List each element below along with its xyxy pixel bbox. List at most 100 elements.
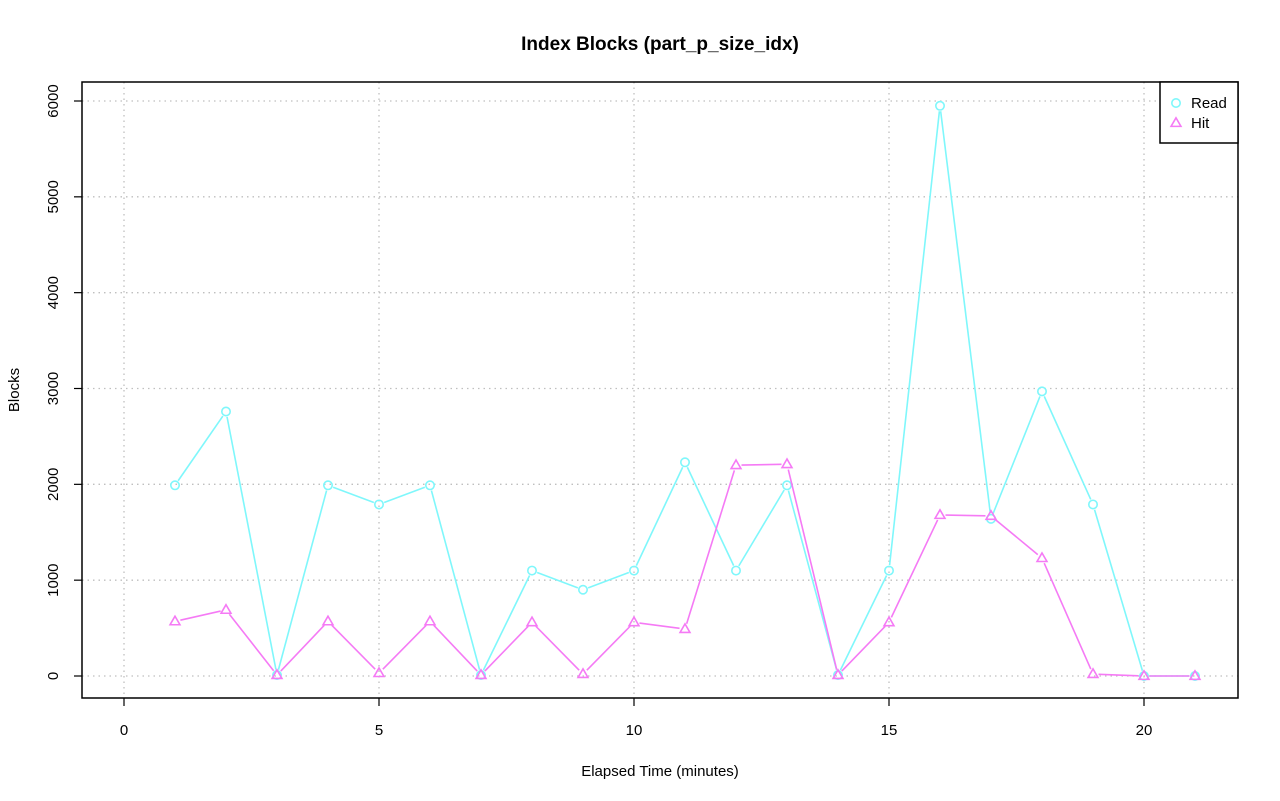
y-tick-label: 2000 <box>45 468 62 501</box>
data-point-hit <box>525 615 539 627</box>
data-point-hit <box>882 615 896 627</box>
series-hit-segment <box>433 624 478 672</box>
data-point-hit <box>321 614 335 626</box>
data-point-hit <box>1035 551 1049 563</box>
legend-marker-read <box>1171 98 1182 109</box>
series-hit-segment <box>994 518 1039 556</box>
series-hit-segment <box>890 519 939 618</box>
data-point-hit <box>729 458 743 470</box>
x-tick-label: 0 <box>120 722 128 739</box>
data-point-hit <box>1137 669 1151 681</box>
data-point-hit <box>270 668 284 680</box>
series-read-segment <box>1093 509 1144 671</box>
series-hit-segment <box>1043 562 1092 670</box>
series-hit-segment <box>280 624 325 672</box>
series-read-segment <box>226 416 277 670</box>
series-read-segment <box>787 490 838 670</box>
series-read-segment <box>177 415 224 482</box>
x-axis-label: Elapsed Time (minutes) <box>581 763 739 780</box>
y-tick-label: 5000 <box>45 180 62 213</box>
y-tick-label: 6000 <box>45 84 62 117</box>
series-hit-segment <box>841 625 886 672</box>
series-read-segment <box>1043 396 1092 500</box>
y-tick-label: 0 <box>45 672 62 680</box>
series-hit-segment <box>228 613 275 672</box>
data-point-read <box>526 565 537 576</box>
legend-marker-hit <box>1169 116 1183 128</box>
y-tick-label: 3000 <box>45 372 62 405</box>
x-tick-label: 10 <box>626 722 643 739</box>
data-point-hit <box>627 615 641 627</box>
data-point-read <box>730 565 741 576</box>
x-tick-label: 15 <box>881 722 898 739</box>
series-hit-segment <box>484 625 529 672</box>
data-point-read <box>883 565 894 576</box>
data-point-hit <box>474 668 488 680</box>
series-hit-segment <box>741 463 782 466</box>
data-point-hit <box>984 509 998 521</box>
legend-label-read: Read <box>1191 95 1227 112</box>
data-point-read <box>170 480 181 491</box>
series-read-segment <box>939 111 992 514</box>
data-point-hit <box>576 667 590 679</box>
data-point-hit <box>168 614 182 626</box>
data-point-hit <box>831 668 845 680</box>
series-read-segment <box>536 571 579 589</box>
x-tick-label: 20 <box>1136 722 1153 739</box>
series-read-segment <box>383 486 426 504</box>
data-point-read <box>322 480 333 491</box>
series-layer <box>168 100 1202 681</box>
chart-title: Index Blocks (part_p_size_idx) <box>521 34 799 55</box>
data-point-read <box>679 457 690 468</box>
legend: Read Hit <box>1159 81 1239 144</box>
data-point-read <box>781 480 792 491</box>
data-point-read <box>373 499 384 510</box>
data-point-read <box>1037 386 1048 397</box>
plot-frame <box>81 81 1239 699</box>
series-hit-segment <box>535 625 580 671</box>
data-point-hit <box>1188 669 1202 681</box>
data-point-read <box>934 100 945 111</box>
data-point-hit <box>933 508 947 520</box>
series-read-segment <box>635 466 684 566</box>
series-hit <box>168 457 1202 681</box>
series-hit-segment <box>685 470 736 625</box>
x-axis: 0 5 10 15 20 <box>120 698 1153 739</box>
series-read-segment <box>839 575 888 671</box>
data-point-hit <box>372 666 386 678</box>
series-hit-segment <box>331 624 376 670</box>
data-point-hit <box>423 614 437 626</box>
series-read-segment <box>587 571 630 589</box>
series-hit-segment <box>382 624 427 670</box>
data-point-hit <box>1086 667 1100 679</box>
data-point-hit <box>780 457 794 469</box>
series-read-segment <box>738 489 785 567</box>
data-point-hit <box>678 622 692 634</box>
data-point-read <box>577 584 588 595</box>
y-axis: 0 1000 2000 3000 4000 5000 6000 <box>45 84 82 680</box>
series-read-segment <box>888 111 941 566</box>
data-point-read <box>628 565 639 576</box>
series-read-segment <box>992 396 1041 515</box>
series-read-segment <box>332 486 375 504</box>
grid-lines <box>82 82 1238 698</box>
data-point-read <box>221 406 232 417</box>
x-tick-label: 5 <box>375 722 383 739</box>
data-point-hit <box>219 603 233 615</box>
series-read-segment <box>482 575 531 671</box>
y-tick-label: 4000 <box>45 276 62 309</box>
legend-box <box>1159 81 1239 144</box>
y-axis-label: Blocks <box>6 368 23 412</box>
series-read-segment <box>430 490 481 670</box>
data-point-read <box>1088 499 1099 510</box>
series-hit-segment <box>180 610 221 621</box>
series-hit-segment <box>945 514 986 517</box>
y-tick-label: 1000 <box>45 563 62 596</box>
series-hit-segment <box>1098 673 1139 677</box>
series-read <box>170 100 1201 681</box>
data-point-read <box>424 480 435 491</box>
series-hit-segment <box>787 469 838 670</box>
legend-label-hit: Hit <box>1191 115 1210 132</box>
series-read-segment <box>277 490 328 670</box>
